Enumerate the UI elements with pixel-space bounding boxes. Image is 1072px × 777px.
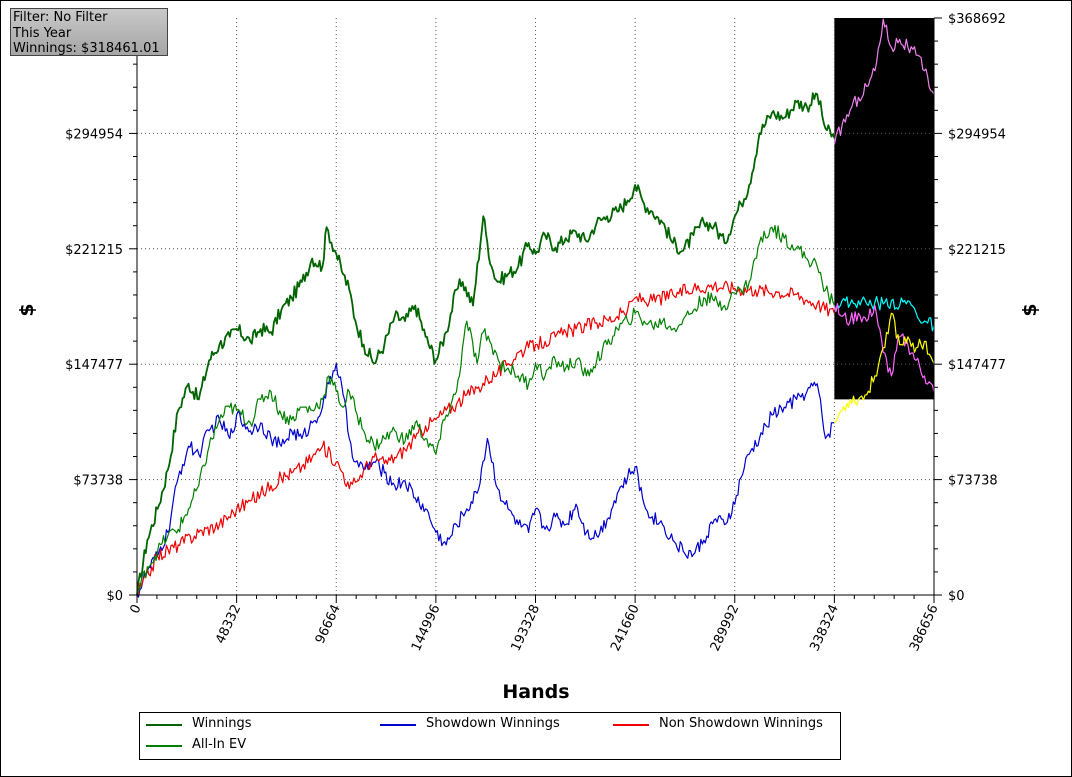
series-line-extra-series-7 xyxy=(833,312,935,424)
grid-lines xyxy=(137,18,934,595)
x-tick-label: 289992 xyxy=(708,602,743,653)
x-tick-label: 193328 xyxy=(509,602,544,653)
y-tick-label-left: $294954 xyxy=(65,127,123,142)
legend-swatch-showdown-winnings xyxy=(380,724,416,726)
y-axis-title-right: $ xyxy=(1019,303,1041,316)
y-tick-label-right: $368692 xyxy=(948,12,1006,27)
x-tick-label: 0 xyxy=(128,602,145,616)
series-line-showdown-winnings xyxy=(136,362,835,598)
y-axis-title-left: $ xyxy=(16,303,38,316)
y-tick-label-left: $73738 xyxy=(73,474,123,489)
legend-label-winnings: Winnings xyxy=(192,716,252,731)
filter-line: Filter: No Filter xyxy=(13,10,108,25)
y-tick-label-right: $147477 xyxy=(948,358,1006,373)
y-tick-label-right: $0 xyxy=(948,589,965,604)
x-tick-label: 386656 xyxy=(907,602,942,653)
x-tick-label: 96664 xyxy=(313,602,344,646)
series-lines xyxy=(136,18,935,598)
series-line-all-in-ev xyxy=(136,224,835,596)
series-line-extra-series-4 xyxy=(833,18,935,145)
x-tick-label: 241660 xyxy=(608,602,643,653)
period-line: This Year xyxy=(13,25,72,41)
series-line-extra-series-5 xyxy=(833,296,935,332)
highlight-region xyxy=(834,18,934,400)
legend-label-non-showdown-winnings: Non Showdown Winnings xyxy=(659,716,823,731)
y-tick-label-left: $0 xyxy=(106,589,123,604)
y-tick-label-right: $73738 xyxy=(948,474,998,489)
x-axis-title: Hands xyxy=(502,681,569,703)
y-tick-label-right: $294954 xyxy=(948,127,1006,142)
legend: Winnings Showdown Winnings Non Showdown … xyxy=(139,712,841,760)
y-tick-label-right: $221215 xyxy=(948,243,1006,258)
legend-label-all-in-ev: All-In EV xyxy=(192,737,247,752)
x-tick-label: 338324 xyxy=(807,602,842,653)
filter-info-box: Filter: No Filter This Year Winnings: $3… xyxy=(10,8,168,56)
legend-swatch-all-in-ev xyxy=(146,745,182,747)
series-line-extra-series-6 xyxy=(833,303,935,392)
y-tick-label-left: $221215 xyxy=(65,243,123,258)
x-tick-label: 144996 xyxy=(409,602,444,653)
x-tick-label: 48332 xyxy=(213,602,244,646)
series-line-non-showdown-winnings xyxy=(136,280,835,596)
legend-label-showdown-winnings: Showdown Winnings xyxy=(426,716,560,731)
series-line-winnings xyxy=(136,92,836,596)
y-tick-label-left: $147477 xyxy=(65,358,123,373)
winnings-line: Winnings: $318461.01 xyxy=(13,41,160,56)
legend-swatch-non-showdown-winnings xyxy=(613,724,649,726)
legend-swatch-winnings xyxy=(146,724,182,726)
